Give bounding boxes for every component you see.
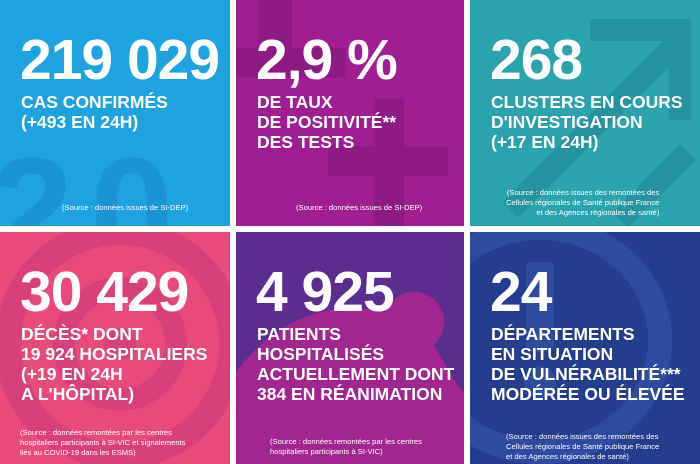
- confirmed-cases-source: (Source : données issues de SI-DEP): [62, 203, 189, 212]
- vulnerable-departments-tile: 24 DÉPARTEMENTS EN SITUATION DE VULNÉRAB…: [470, 232, 700, 464]
- arrows-watermark-icon: [470, 0, 700, 226]
- svg-text:2: 2: [0, 126, 73, 226]
- deaths-label: DÉCÈS* DONT 19 924 HOSPITALIERS (+19 EN …: [21, 324, 208, 404]
- bed-watermark-icon: [236, 232, 464, 464]
- hospitalised-source: (Source : données remontées par les cent…: [270, 437, 422, 456]
- vulnerable-departments-label: DÉPARTEMENTS EN SITUATION DE VULNÉRABILI…: [491, 324, 685, 404]
- alert-bubble-watermark-icon: [470, 232, 700, 464]
- target-watermark-icon: [0, 232, 230, 464]
- plus-minus-watermark-icon: [236, 0, 464, 226]
- positivity-rate-tile: 2,9 % DE TAUX DE POSITIVITÉ** DES TESTS …: [236, 0, 464, 226]
- deaths-source: (Source : données remontées par les cent…: [20, 428, 186, 457]
- confirmed-cases-value: 219 029: [20, 28, 220, 92]
- clusters-tile: 268 CLUSTERS EN COURS D'INVESTIGATION (+…: [470, 0, 700, 226]
- positivity-rate-label: DE TAUX DE POSITIVITÉ** DES TESTS: [257, 92, 397, 152]
- clusters-value: 268: [490, 28, 583, 92]
- svg-text:0: 0: [90, 126, 173, 226]
- clusters-label: CLUSTERS EN COURS D'INVESTIGATION (+17 E…: [491, 92, 683, 152]
- hospitalised-label: PATIENTS HOSPITALISÉS ACTUELLEMENT DONT …: [257, 324, 455, 404]
- deaths-value: 30 429: [20, 260, 189, 324]
- vulnerable-departments-value: 24: [490, 260, 552, 324]
- confirmed-cases-tile: 2 0 219 029 CAS CONFIRMÉS (+493 EN 24H) …: [0, 0, 230, 226]
- vulnerable-departments-source: (Source : données issues des remontées d…: [506, 432, 660, 461]
- number-2-0-watermark-icon: 2 0: [0, 0, 230, 226]
- hospitalised-value: 4 925: [256, 260, 395, 324]
- confirmed-cases-label: CAS CONFIRMÉS (+493 EN 24H): [21, 92, 168, 132]
- clusters-source: (Source : données issues des remontées d…: [506, 188, 660, 217]
- positivity-rate-source: (Source : données issues de SI-DEP): [296, 203, 423, 212]
- positivity-rate-value: 2,9 %: [256, 28, 398, 92]
- hospitalised-tile: 4 925 PATIENTS HOSPITALISÉS ACTUELLEMENT…: [236, 232, 464, 464]
- deaths-tile: 30 429 DÉCÈS* DONT 19 924 HOSPITALIERS (…: [0, 232, 230, 464]
